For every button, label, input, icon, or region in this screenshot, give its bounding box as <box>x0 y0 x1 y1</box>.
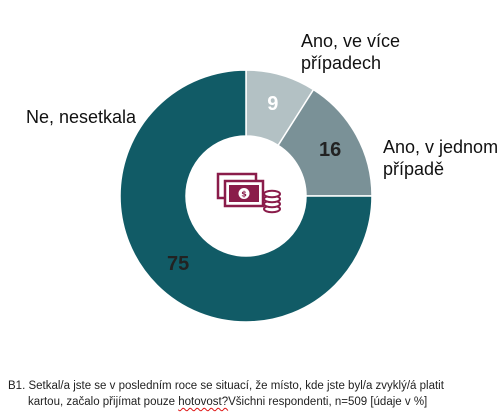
category-label-line: Ano, v jednom <box>383 137 499 157</box>
category-label-ano-ve-vice: Ano, ve více případech <box>301 30 400 74</box>
spellcheck-underlined-word: hotovost? <box>178 396 229 408</box>
footnote-text: kartou, začalo přijímat pouze <box>28 396 179 408</box>
category-label-line: Ano, ve více <box>301 31 401 51</box>
slice-value-label: 16 <box>319 139 341 161</box>
footnote-text: Všichni respondenti, n=509 [údaje v %] <box>228 396 428 408</box>
slice-value-label: 9 <box>267 93 278 115</box>
cash-and-coins-icon: $ <box>216 172 281 214</box>
footnote: B1. Setkal/a jste se v posledním roce se… <box>8 378 498 410</box>
category-label-line: případě <box>383 159 445 179</box>
slice-value-label: 75 <box>167 253 189 275</box>
footnote-line-1: B1. Setkal/a jste se v posledním roce se… <box>8 380 444 392</box>
coin-icon <box>263 189 281 199</box>
banknote-medallion-icon <box>238 188 250 199</box>
donut-chart: 9 16 75 $ <box>119 69 373 323</box>
category-label-ne-nesetkala: Ne, nesetkala <box>26 106 136 128</box>
category-label-line: případech <box>301 53 382 73</box>
category-label-ano-v-jednom: Ano, v jednom případě <box>383 136 498 180</box>
footnote-line-2: kartou, začalo přijímat pouze hotovost?V… <box>8 394 498 410</box>
currency-symbol-icon: $ <box>241 190 247 199</box>
category-label-line: Ne, nesetkala <box>26 107 137 127</box>
donut-slice <box>119 69 373 323</box>
slice-value-labels: 9 16 75 <box>167 93 341 275</box>
donut-slices <box>119 69 373 323</box>
